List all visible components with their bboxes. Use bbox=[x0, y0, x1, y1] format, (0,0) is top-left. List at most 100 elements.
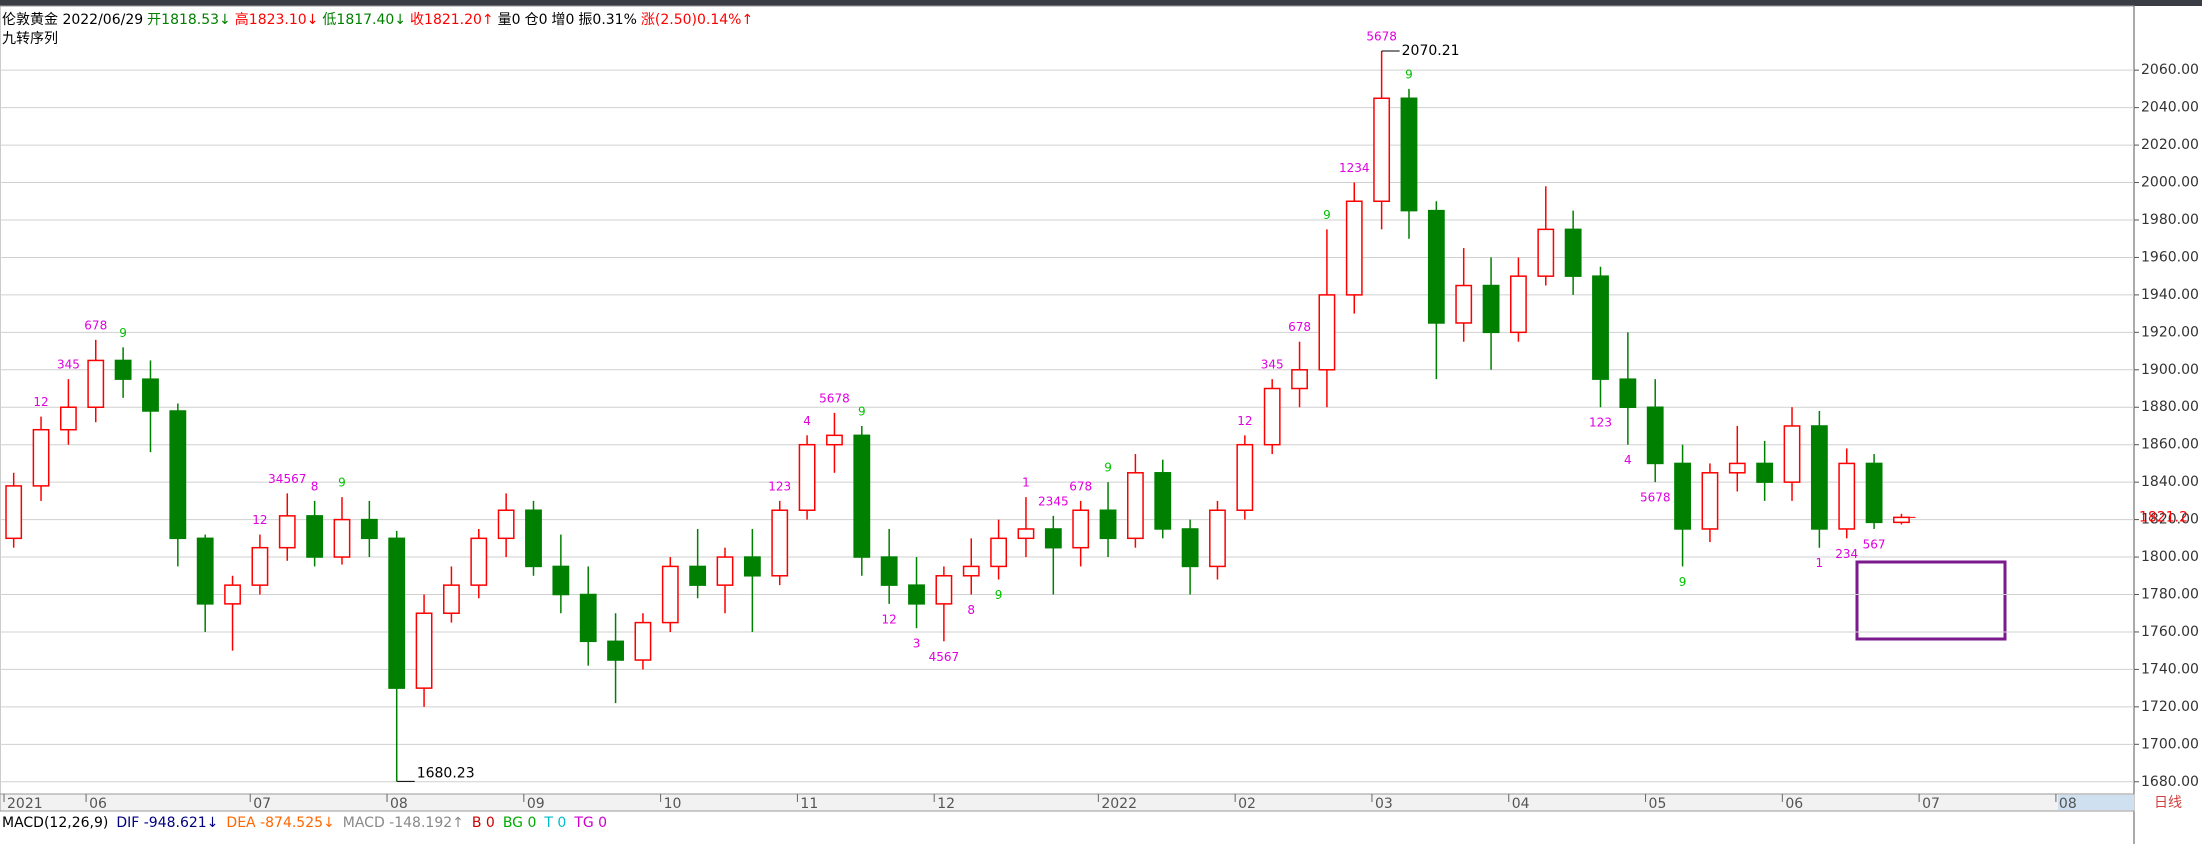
td-label: 34567 bbox=[268, 472, 306, 486]
candle-body bbox=[1510, 275, 1527, 334]
x-tick-label: 07 bbox=[253, 796, 271, 812]
subtitle: 九转序列 bbox=[2, 31, 58, 47]
candle-body bbox=[251, 546, 269, 586]
td-label: 9 bbox=[1104, 461, 1112, 475]
candle-body bbox=[1564, 228, 1582, 277]
y-tick-label: 2000.00 bbox=[2141, 175, 2199, 191]
header-item: 增0 bbox=[551, 12, 575, 28]
candle-body bbox=[497, 509, 515, 540]
candle-body bbox=[1756, 462, 1774, 483]
td-label: 567 bbox=[1863, 537, 1886, 551]
candle-body bbox=[224, 584, 241, 605]
candle-body bbox=[415, 612, 433, 689]
y-tick-label: 1760.00 bbox=[2141, 624, 2199, 640]
y-tick-label: 1700.00 bbox=[2141, 736, 2199, 752]
candle-body bbox=[716, 556, 734, 586]
candle-body bbox=[142, 378, 159, 412]
candle-body bbox=[1537, 228, 1555, 277]
td-label: 9 bbox=[1405, 67, 1413, 81]
td-label: 123 bbox=[768, 479, 791, 493]
candle-body bbox=[360, 518, 378, 540]
x-tick-label: 06 bbox=[89, 796, 107, 812]
candle-body bbox=[990, 537, 1008, 568]
candle-body bbox=[87, 359, 105, 408]
header-item: 伦敦黄金 2022/06/29 bbox=[2, 12, 144, 28]
candle-body bbox=[1345, 200, 1363, 296]
candle-body bbox=[661, 565, 679, 624]
x-tick-label: 11 bbox=[800, 796, 818, 812]
candle-body bbox=[1154, 472, 1172, 530]
candle-body bbox=[1783, 425, 1801, 483]
candle-body bbox=[59, 406, 77, 431]
candle-body bbox=[333, 518, 351, 558]
td-label: 9 bbox=[995, 588, 1003, 602]
y-tick-label: 1860.00 bbox=[2141, 437, 2199, 453]
td-label: 678 bbox=[84, 318, 107, 332]
td-label: 345 bbox=[57, 358, 80, 372]
candle-body bbox=[1291, 369, 1308, 390]
candle-body bbox=[1701, 472, 1719, 530]
plot-frame bbox=[0, 5, 2135, 795]
candle-body bbox=[1893, 516, 1910, 524]
candle-body bbox=[114, 359, 132, 380]
y-tick-label: 1840.00 bbox=[2141, 474, 2199, 490]
y-tick-label: 1820.00 bbox=[2141, 512, 2199, 528]
candle-body bbox=[607, 640, 624, 661]
candle-body bbox=[634, 621, 652, 661]
y-tick-label: 1880.00 bbox=[2141, 399, 2199, 415]
header: 伦敦黄金 2022/06/29 开1818.53↓ 高1823.10↓ 低1817.4… bbox=[2, 9, 757, 29]
candle-body bbox=[853, 434, 871, 558]
candle-body bbox=[962, 565, 980, 577]
candle-body bbox=[1455, 284, 1473, 324]
candle-body bbox=[771, 509, 789, 577]
td-label: 4 bbox=[803, 414, 811, 428]
candle-body bbox=[1236, 443, 1254, 511]
y-tick-label: 1740.00 bbox=[2141, 661, 2199, 677]
candle-body bbox=[552, 565, 570, 596]
candle-body bbox=[826, 434, 843, 446]
td-label: 5678 bbox=[819, 391, 850, 405]
high-annotation: 2070.21 bbox=[1402, 43, 1460, 59]
candle-body bbox=[525, 509, 542, 568]
top-bar bbox=[0, 0, 2202, 6]
candle-body bbox=[443, 584, 460, 614]
macd-item: MACD(12,26,9) bbox=[2, 815, 109, 831]
td-label: 2345 bbox=[1038, 494, 1069, 508]
candle-body bbox=[1181, 528, 1199, 568]
x-tick-label: 10 bbox=[664, 796, 682, 812]
x-tick-label: 06 bbox=[1785, 796, 1803, 812]
y-tick-label: 2040.00 bbox=[2141, 100, 2199, 116]
candle-body bbox=[689, 565, 707, 586]
candle-body bbox=[196, 537, 214, 605]
macd-item: B 0 bbox=[471, 815, 495, 831]
td-label: 4567 bbox=[929, 650, 960, 664]
last-price-label: 1821.2 bbox=[2139, 509, 2188, 525]
candle-body bbox=[306, 515, 324, 558]
candle-body bbox=[1263, 387, 1281, 446]
candle-body bbox=[579, 593, 597, 643]
candle-body bbox=[1318, 294, 1336, 371]
candle-body bbox=[798, 443, 816, 511]
td-label: 9 bbox=[338, 476, 346, 490]
td-label: 234 bbox=[1835, 547, 1858, 561]
td-label: 4 bbox=[1624, 453, 1632, 467]
candle-body bbox=[1838, 462, 1856, 530]
highlight-box bbox=[1855, 560, 2007, 641]
macd-item: DEA -874.525↓ bbox=[226, 815, 335, 831]
header-item: 开1818.53↓ bbox=[147, 12, 231, 28]
y-tick-label: 1800.00 bbox=[2141, 549, 2199, 565]
candle-body bbox=[908, 584, 925, 605]
candle-body bbox=[1427, 209, 1445, 324]
candle-body bbox=[935, 575, 953, 605]
period-tab[interactable]: 日线 bbox=[2154, 795, 2182, 811]
td-label: 12 bbox=[33, 395, 48, 409]
td-label: 8 bbox=[967, 603, 975, 617]
candle-body bbox=[880, 556, 898, 586]
y-tick-label: 1720.00 bbox=[2141, 699, 2199, 715]
macd-item: DIF -948.621↓ bbox=[116, 815, 219, 831]
candle-body bbox=[1373, 97, 1391, 203]
x-tick-label: 2022 bbox=[1101, 796, 1137, 812]
td-label: 8 bbox=[311, 479, 319, 493]
macd-item: BG 0 bbox=[502, 815, 537, 831]
